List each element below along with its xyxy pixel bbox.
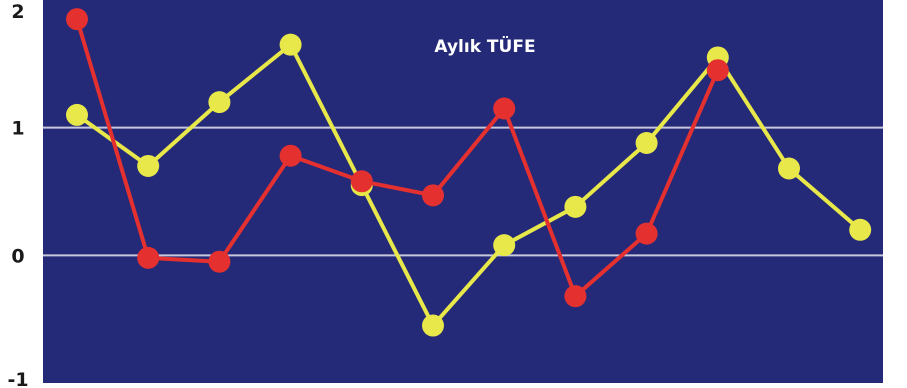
data-point: [208, 91, 231, 114]
data-point: [635, 131, 658, 154]
y-tick-label: -1: [7, 369, 28, 388]
chart-title: Aylık TÜFE: [434, 35, 535, 57]
series-line: [75, 42, 862, 328]
data-point: [279, 33, 302, 56]
data-point: [635, 222, 658, 245]
y-axis-ticks: 2 1 0 -1: [7, 1, 28, 388]
y-tick-label: 0: [11, 245, 24, 267]
data-point: [279, 144, 302, 167]
plot-background: [43, 0, 883, 383]
data-point: [493, 97, 516, 120]
y-tick-label: 1: [11, 118, 24, 140]
data-point: [422, 184, 444, 207]
data-point: [350, 170, 373, 193]
data-point: [564, 195, 587, 218]
data-point: [422, 314, 444, 337]
series-layer: [66, 8, 872, 337]
data-point: [564, 285, 587, 308]
data-point: [849, 218, 872, 241]
data-point: [137, 246, 160, 269]
data-point: [778, 157, 800, 180]
series-2: [66, 8, 729, 308]
data-point: [208, 250, 231, 273]
series-line: [75, 18, 720, 299]
y-tick-label: 2: [11, 1, 24, 23]
data-point: [493, 234, 516, 257]
data-point: [66, 8, 88, 31]
data-point: [66, 103, 88, 126]
data-point: [706, 59, 729, 82]
data-point: [137, 154, 160, 177]
grid-lines: [43, 126, 883, 257]
